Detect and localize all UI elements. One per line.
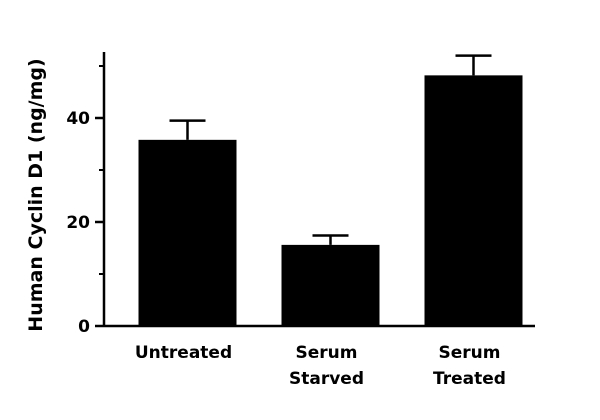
x-category-label: Serum xyxy=(296,343,358,363)
x-category-label: Treated xyxy=(433,369,506,389)
bars xyxy=(138,54,523,326)
y-axis-title: Human Cyclin D1 (ng/mg) xyxy=(25,58,47,331)
bar xyxy=(281,244,380,326)
x-category-label: Untreated xyxy=(135,343,232,363)
y-tick-label: 40 xyxy=(66,109,90,129)
y-tick-label: 0 xyxy=(78,317,90,337)
x-category-label: Starved xyxy=(289,369,364,389)
x-category-label: Serum xyxy=(439,343,501,363)
bar xyxy=(138,139,237,326)
labels: 0 20 40 Untreated Serum Starved Serum Treated xyxy=(66,109,506,389)
y-tick-label: 20 xyxy=(66,213,90,233)
bar xyxy=(424,75,523,326)
